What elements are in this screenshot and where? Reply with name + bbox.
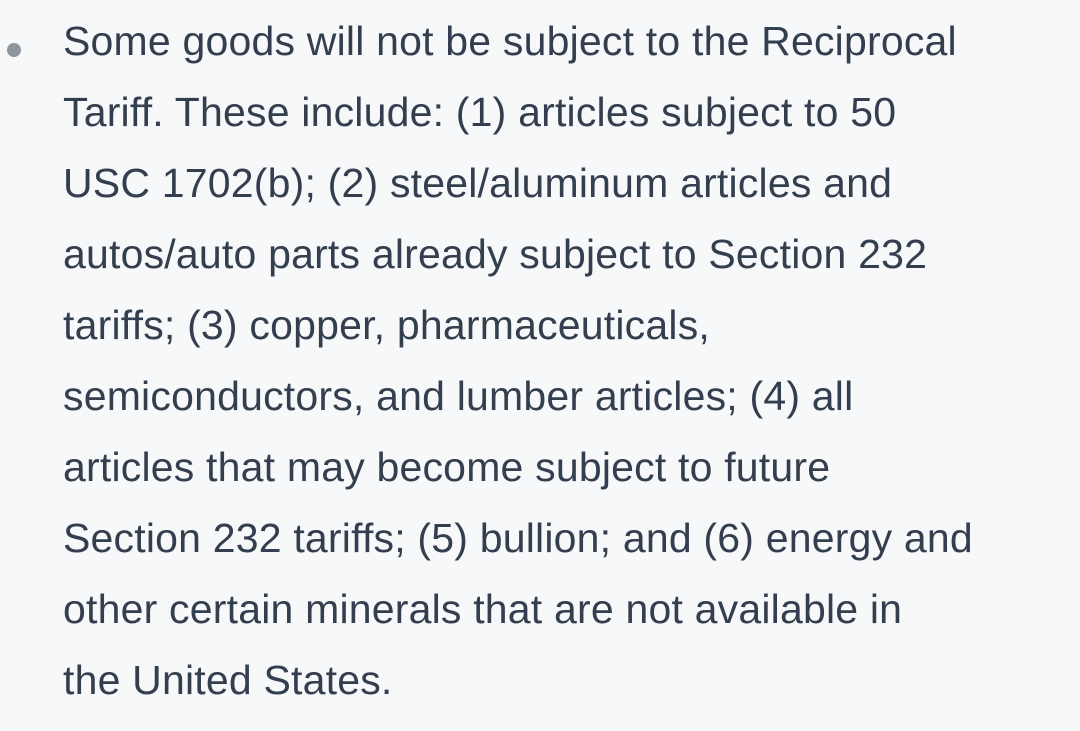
list-item: Some goods will not be subject to the Re…	[0, 6, 1070, 716]
bullet-list: Some goods will not be subject to the Re…	[0, 6, 1070, 716]
bullet-text: Some goods will not be subject to the Re…	[63, 18, 973, 703]
bullet-dot-icon	[7, 43, 21, 57]
